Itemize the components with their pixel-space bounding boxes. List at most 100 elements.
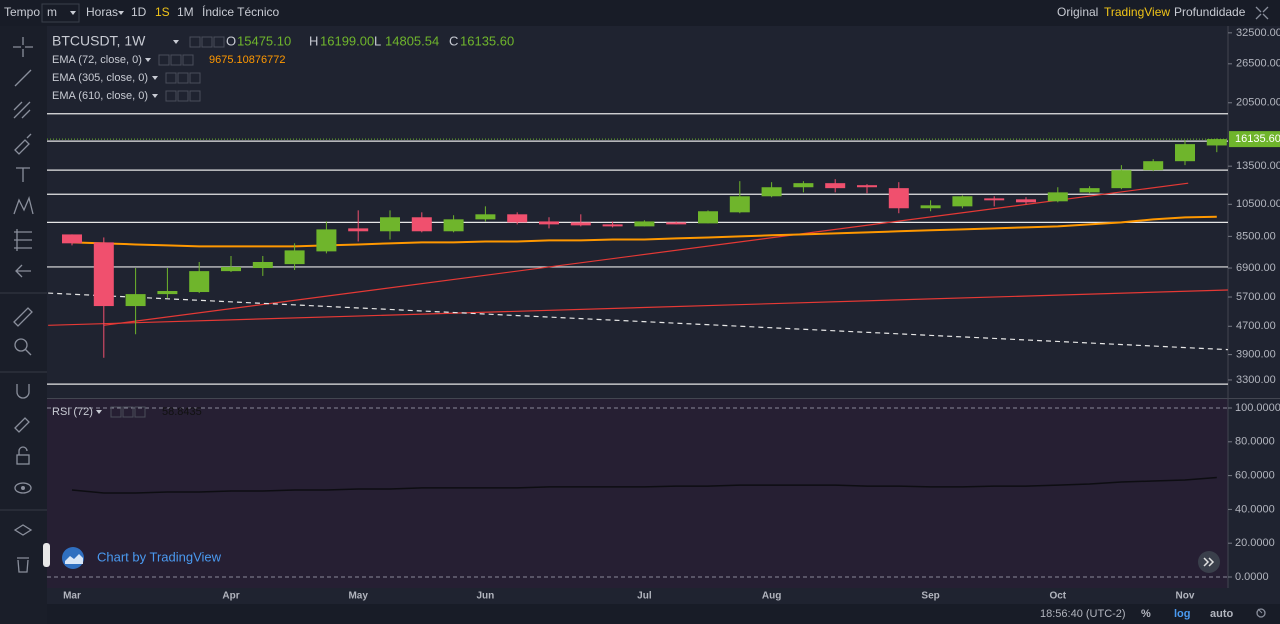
- legend-icon[interactable]: [122, 406, 134, 418]
- x-tick-label: Apr: [222, 591, 239, 602]
- last-price-label: 16135.60: [1235, 133, 1280, 145]
- lock-draw-tool[interactable]: [14, 417, 30, 433]
- x-tick-label: Mar: [63, 591, 81, 602]
- fib-tool[interactable]: [14, 229, 32, 251]
- toolbar-button[interactable]: Tempo: [4, 5, 40, 19]
- trend-line-tool[interactable]: [14, 69, 32, 87]
- rsi-tick-label: 40.0000: [1235, 503, 1275, 515]
- trash-tool[interactable]: [17, 557, 29, 573]
- legend-icon[interactable]: [170, 54, 182, 66]
- ohlc-key: H: [309, 33, 318, 48]
- candle-body: [761, 187, 782, 197]
- clock: 18:56:40 (UTC-2): [1040, 608, 1126, 620]
- settings-gear[interactable]: [1256, 608, 1266, 618]
- rsi-value: 58.8435: [162, 406, 202, 418]
- legend-caret[interactable]: [145, 58, 151, 62]
- lock-tool[interactable]: [16, 446, 30, 465]
- remove-tool[interactable]: [15, 264, 31, 278]
- pattern-tool[interactable]: [13, 195, 34, 215]
- candle-body: [1016, 199, 1036, 203]
- legend-caret[interactable]: [173, 40, 179, 44]
- left-toolbar: [0, 26, 47, 624]
- zoom-tool[interactable]: [14, 338, 32, 356]
- legend-icon[interactable]: [165, 90, 177, 102]
- toolbar-button[interactable]: Índice Técnico: [202, 4, 279, 19]
- y-tick-label: 20500.00: [1236, 97, 1280, 109]
- y-tick-label: 3900.00: [1236, 349, 1276, 361]
- candle-body: [825, 183, 846, 189]
- candle-body: [570, 222, 591, 226]
- candle-body: [507, 214, 528, 223]
- legend-icon[interactable]: [182, 54, 194, 66]
- text-tool[interactable]: [16, 167, 30, 182]
- candle-body: [1206, 139, 1227, 146]
- legend-icon[interactable]: [177, 72, 189, 84]
- toolbar-button[interactable]: 1D: [131, 5, 147, 19]
- layers-tool[interactable]: [13, 524, 33, 536]
- toolbar-button[interactable]: Profundidade: [1174, 5, 1246, 19]
- candle-body: [952, 196, 973, 207]
- y-tick-label: 8500.00: [1236, 230, 1276, 242]
- scale-option[interactable]: auto: [1210, 608, 1234, 620]
- legend-caret[interactable]: [96, 410, 102, 414]
- candle-body: [1175, 144, 1195, 162]
- toolbar-button[interactable]: Horas: [86, 5, 118, 19]
- x-tick-label: May: [348, 591, 368, 602]
- ema-legend: EMA (72, close, 0): [52, 54, 142, 66]
- x-tick-label: Jul: [637, 591, 652, 602]
- y-tick-label: 13500.00: [1236, 160, 1280, 172]
- candle-body: [857, 185, 877, 188]
- candle-body: [793, 183, 814, 188]
- pitchfork-tool[interactable]: [13, 101, 31, 119]
- y-tick-label: 5700.00: [1236, 291, 1276, 303]
- status-bar: [47, 604, 1280, 624]
- ema-line: [71, 215, 1217, 248]
- legend-icon[interactable]: [213, 36, 225, 48]
- toolbar-button[interactable]: TradingView: [1104, 5, 1170, 19]
- dropdown-box[interactable]: [41, 3, 80, 23]
- legend-icon[interactable]: [165, 72, 177, 84]
- toolbar-button[interactable]: Original: [1057, 5, 1098, 19]
- time-axis: [47, 588, 1280, 604]
- legend-caret[interactable]: [152, 76, 158, 80]
- scale-option[interactable]: log: [1174, 608, 1191, 620]
- toolbar-button[interactable]: m: [47, 5, 57, 19]
- candle-body: [1079, 188, 1100, 193]
- legend-icon[interactable]: [189, 90, 201, 102]
- scroll-icon: [1203, 557, 1215, 567]
- y-tick-label: 32500.00: [1236, 27, 1280, 39]
- legend-caret[interactable]: [152, 94, 158, 98]
- watermark[interactable]: Chart by TradingView: [97, 549, 222, 564]
- rsi-line: [71, 476, 1217, 494]
- crosshair-tool[interactable]: [13, 37, 33, 57]
- candle-body: [316, 229, 337, 252]
- legend-icon[interactable]: [110, 406, 122, 418]
- brush-tool[interactable]: [14, 133, 32, 155]
- rsi-legend: RSI (72): [52, 406, 93, 418]
- ohlc-value: 16199.00: [320, 33, 374, 48]
- toolbar-button[interactable]: 1S: [155, 5, 170, 19]
- candle-body: [221, 266, 241, 272]
- toolbar-button[interactable]: 1M: [177, 5, 194, 19]
- legend-icon[interactable]: [201, 36, 213, 48]
- rsi-tick-label: 100.0000: [1235, 402, 1280, 414]
- fullscreen-button[interactable]: [1255, 6, 1269, 20]
- visibility-tool[interactable]: [14, 482, 32, 494]
- legend-icon[interactable]: [189, 36, 201, 48]
- candle-body: [252, 261, 273, 269]
- candle-body: [284, 250, 305, 265]
- legend-icon[interactable]: [177, 90, 189, 102]
- legend-icon[interactable]: [134, 406, 146, 418]
- scale-option[interactable]: %: [1141, 608, 1151, 620]
- candle-body: [443, 219, 464, 232]
- rsi-tick-label: 20.0000: [1235, 537, 1275, 549]
- magnet-tool[interactable]: [16, 384, 30, 399]
- candle-body: [1047, 192, 1068, 202]
- ruler-tool[interactable]: [13, 307, 33, 327]
- collapse-handle[interactable]: [43, 543, 50, 567]
- legend-icon[interactable]: [158, 54, 170, 66]
- y-tick-label: 10500.00: [1236, 198, 1280, 210]
- legend-icon[interactable]: [189, 72, 201, 84]
